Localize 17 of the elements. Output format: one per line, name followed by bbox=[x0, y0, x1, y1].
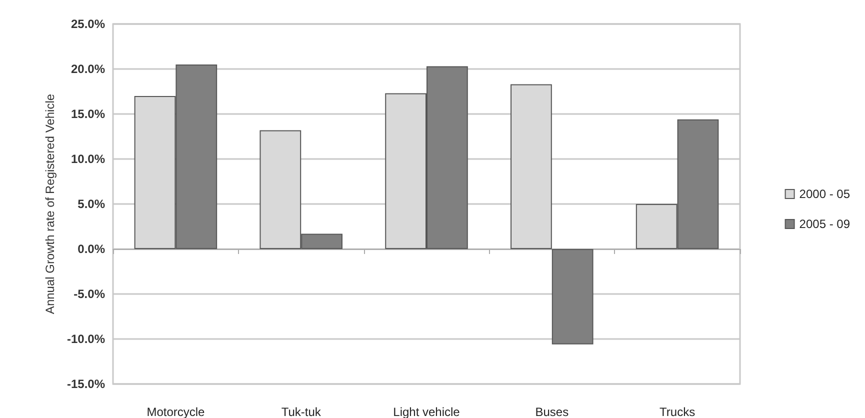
y-tick-label: 20.0% bbox=[70, 62, 106, 76]
y-tick-label: 15.0% bbox=[70, 107, 106, 121]
y-tick-label: 10.0% bbox=[70, 152, 106, 166]
legend-label: 2000 - 05 bbox=[799, 187, 850, 201]
bar bbox=[510, 84, 552, 249]
y-tick-label: -10.0% bbox=[66, 332, 106, 346]
x-tick-label: Buses bbox=[535, 405, 569, 418]
y-tick-label: 5.0% bbox=[78, 197, 106, 211]
legend-label: 2005 - 09 bbox=[799, 217, 850, 231]
y-tick-label: 0.0% bbox=[78, 242, 106, 256]
y-tick-label: -15.0% bbox=[66, 377, 106, 391]
x-tick-label: Trucks bbox=[660, 405, 696, 418]
y-tick-label: 25.0% bbox=[70, 17, 106, 31]
y-axis-title: Annual Growth rate of Registered Vehicle bbox=[43, 94, 58, 314]
x-tick-label: Tuk-tuk bbox=[281, 405, 322, 418]
bar bbox=[552, 249, 594, 344]
y-tick-label: -5.0% bbox=[74, 287, 106, 301]
